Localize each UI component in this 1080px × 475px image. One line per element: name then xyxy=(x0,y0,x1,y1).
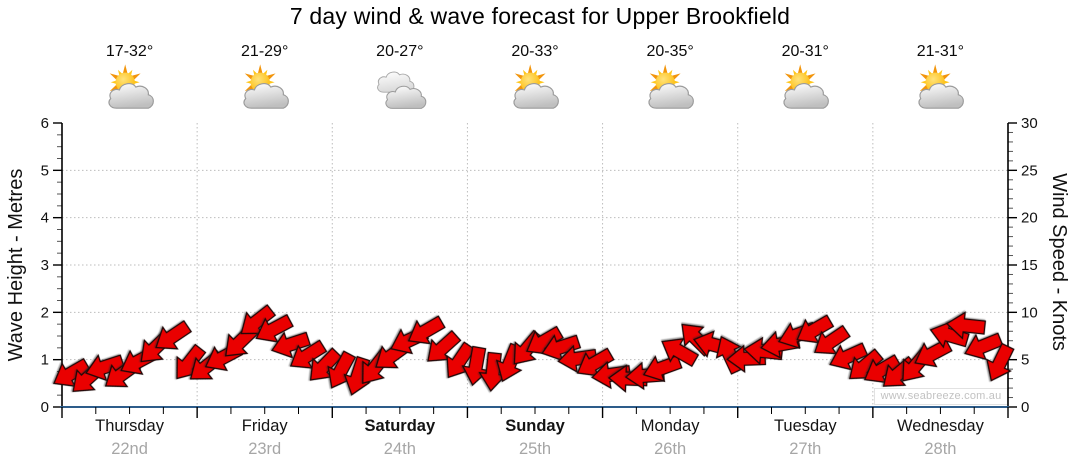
left-tick-label: 5 xyxy=(41,162,49,179)
x-axis-day-label: Saturday xyxy=(364,417,436,435)
day-header: 17-32° xyxy=(75,42,185,114)
right-tick-label: 0 xyxy=(1021,399,1029,416)
right-tick-label: 20 xyxy=(1021,210,1038,227)
left-tick-label: 4 xyxy=(41,210,49,227)
x-axis-date-label: 23rd xyxy=(248,440,282,458)
left-tick-label: 6 xyxy=(41,115,49,132)
x-axis-day-label: Tuesday xyxy=(773,417,837,435)
right-tick-label: 30 xyxy=(1021,115,1038,132)
x-axis-date-label: 24th xyxy=(383,440,416,458)
x-axis-day-label: Monday xyxy=(640,417,700,435)
x-axis-date-label: 28th xyxy=(924,440,957,458)
temperature-range: 20-35° xyxy=(646,43,694,60)
x-axis-day-label: Sunday xyxy=(505,417,565,435)
watermark: www.seabreeze.com.au xyxy=(874,388,1008,405)
day-header: 21-29° xyxy=(210,42,320,114)
x-axis-day-label: Friday xyxy=(241,417,288,435)
x-axis-date-label: 22nd xyxy=(111,440,148,458)
temperature-range: 21-31° xyxy=(916,43,965,60)
right-tick-label: 5 xyxy=(1021,352,1029,369)
temperature-range: 20-33° xyxy=(511,43,559,60)
left-tick-label: 1 xyxy=(41,352,49,369)
left-tick-label: 2 xyxy=(41,304,49,321)
right-tick-label: 10 xyxy=(1021,304,1038,321)
temperature-range: 20-31° xyxy=(781,43,829,60)
day-header: 20-31° xyxy=(750,42,860,114)
right-tick-label: 15 xyxy=(1021,257,1038,274)
left-tick-label: 3 xyxy=(41,257,49,274)
temperature-range: 20-27° xyxy=(376,43,424,60)
chart-title: 7 day wind & wave forecast for Upper Bro… xyxy=(289,3,791,29)
x-axis-date-label: 26th xyxy=(654,440,687,458)
day-header: 20-27° xyxy=(345,42,455,114)
x-axis-date-label: 25th xyxy=(518,440,552,458)
x-axis-date-label: 27th xyxy=(789,440,822,458)
day-header: 21-31° xyxy=(885,42,995,114)
day-header: 20-35° xyxy=(615,42,725,114)
x-axis-day-label: Thursday xyxy=(95,417,164,435)
left-tick-label: 0 xyxy=(41,399,49,416)
day-header: 20-33° xyxy=(480,42,590,114)
temperature-range: 21-29° xyxy=(241,43,289,60)
temperature-range: 17-32° xyxy=(105,43,154,60)
right-tick-label: 25 xyxy=(1021,162,1038,179)
x-axis-day-label: Wednesday xyxy=(897,417,984,435)
